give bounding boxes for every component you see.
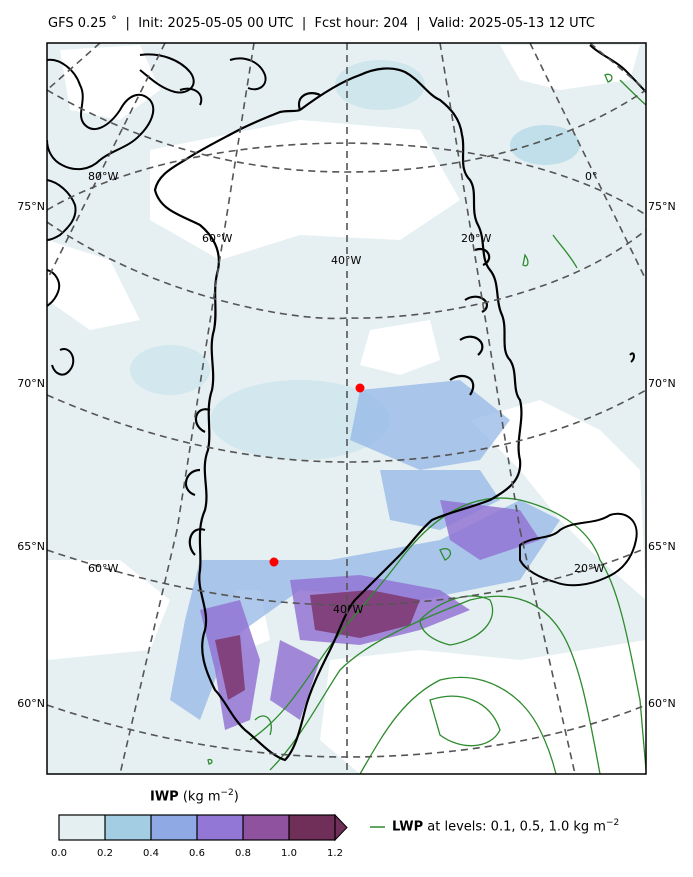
iwp-dark-core: [215, 590, 420, 700]
lwp-legend: LWP at levels: 0.1, 0.5, 1.0 kg m−2: [370, 818, 619, 834]
legend-variable: LWP: [392, 819, 424, 835]
colorbar-unit-close: ): [233, 789, 239, 805]
lon-label: 20°W: [461, 232, 491, 245]
lat-label-right: 75°N: [648, 200, 676, 213]
map-panel: 80°W 60°W 40°W 20°W 0° 60°W 40°W 20°W: [47, 43, 646, 774]
iwp-colorbar: [58, 813, 348, 842]
colorbar-tick: 0.2: [97, 848, 113, 859]
lon-label: 20°W: [574, 562, 604, 575]
colorbar-segment: [289, 815, 335, 840]
nuuk-area-station-marker: [269, 557, 279, 567]
colorbar-tick: 1.2: [327, 848, 343, 859]
lat-label-right: 60°N: [648, 697, 676, 710]
legend-text: at levels: 0.1, 0.5, 1.0 kg m: [423, 819, 606, 835]
colorbar-segment: [197, 815, 243, 840]
lat-label-left: 75°N: [17, 200, 45, 213]
legend-exp: −2: [605, 818, 620, 828]
graticule: [47, 43, 646, 774]
map-title: GFS 0.25 ˚ | Init: 2025-05-05 00 UTC | F…: [48, 16, 595, 31]
colorbar-segment: [105, 815, 151, 840]
colorbar-unit: (kg m: [182, 789, 221, 805]
lon-label: 40°W: [331, 254, 361, 267]
lon-labels: 80°W 60°W 40°W 20°W 0° 60°W 40°W 20°W: [88, 170, 604, 616]
colorbar-tick: 0.6: [189, 848, 205, 859]
lat-label-left: 60°N: [17, 697, 45, 710]
colorbar-extend-arrow: [334, 813, 348, 842]
coastline: [153, 67, 523, 762]
lon-label: 60°W: [88, 562, 118, 575]
colorbar-tick: 0.0: [51, 848, 67, 859]
colorbar-unit-exp: −2: [220, 788, 234, 798]
colorbar-tick: 0.4: [143, 848, 159, 859]
iceland-coast: [519, 44, 646, 587]
lon-label: 40°W: [333, 603, 363, 616]
colorbar-segment: [59, 815, 105, 840]
lon-label: 80°W: [88, 170, 118, 183]
canadian-arctic-coast: [47, 53, 267, 376]
lat-labels: 75°N 70°N 65°N 60°N 75°N 70°N 65°N 60°N: [17, 200, 675, 710]
lat-label-left: 65°N: [17, 540, 45, 553]
colorbar-segment: [151, 815, 197, 840]
colorbar-segment: [243, 815, 289, 840]
lat-label-right: 65°N: [648, 540, 676, 553]
colorbar-title: IWP (kg m−2): [150, 788, 239, 804]
lon-label: 0°: [585, 170, 598, 183]
summit-station-marker: [355, 383, 365, 393]
colorbar-tick: 1.0: [281, 848, 297, 859]
colorbar-tick: 0.8: [235, 848, 251, 859]
lon-label: 60°W: [202, 232, 232, 245]
lat-label-left: 70°N: [17, 377, 45, 390]
lwp-contours: [207, 73, 646, 774]
map-frame: [46, 42, 647, 775]
lat-label-right: 70°N: [648, 377, 676, 390]
iwp-light-patches: [130, 60, 580, 460]
colorbar-variable: IWP: [150, 789, 179, 805]
